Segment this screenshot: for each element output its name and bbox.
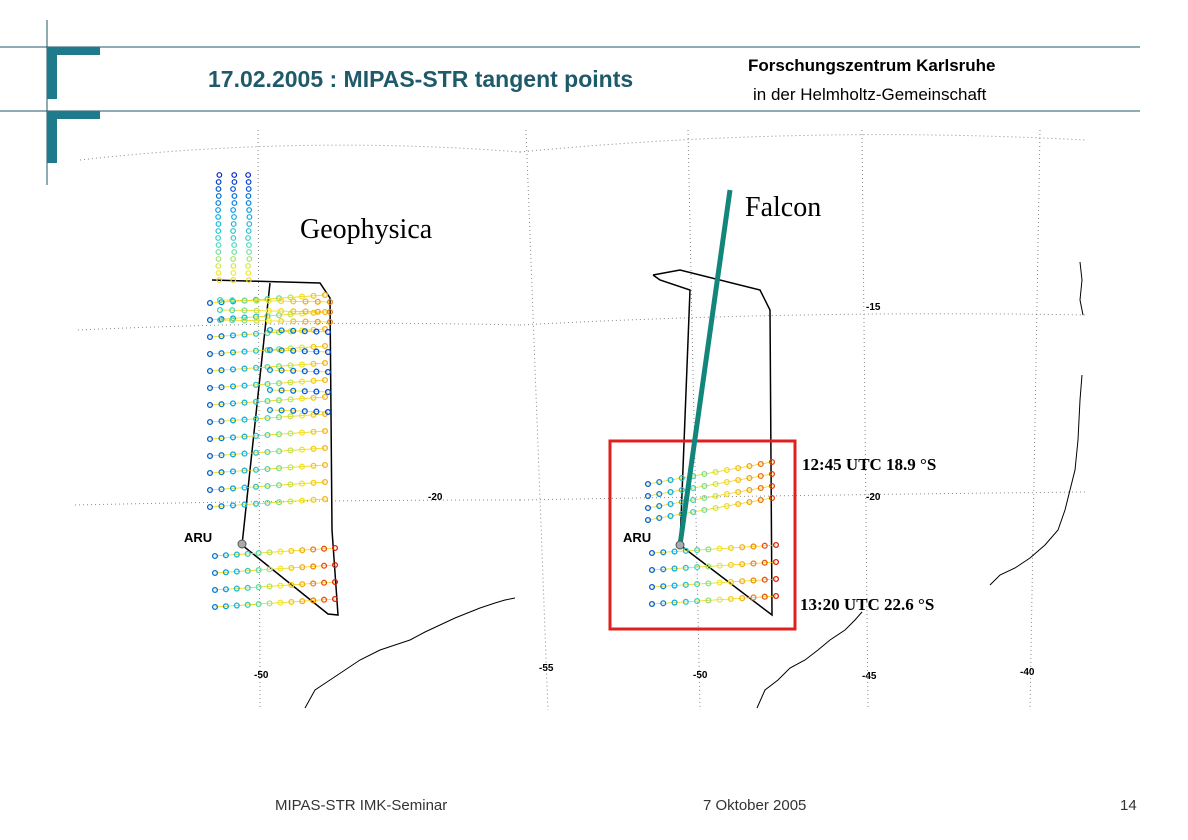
- tangent-point: [246, 271, 251, 276]
- tangent-point: [246, 264, 251, 269]
- annotation-end-time: 13:20 UTC 22.6 °S: [800, 595, 934, 615]
- tangent-point: [232, 173, 237, 178]
- tangent-point: [246, 180, 251, 185]
- tangent-point: [246, 201, 251, 206]
- tangent-point: [216, 257, 221, 262]
- scan-line: [215, 582, 335, 590]
- tangent-point: [216, 201, 221, 206]
- coastline: [305, 262, 1083, 708]
- scan-line: [652, 596, 776, 604]
- tangent-point: [216, 229, 221, 234]
- tangent-point: [247, 250, 252, 255]
- aru-label-right: ARU: [623, 530, 651, 545]
- tangent-point: [232, 215, 237, 220]
- tangent-point: [231, 208, 236, 213]
- tangent-point: [216, 215, 221, 220]
- tangent-point: [217, 173, 222, 178]
- lon-tick-right-40: -40: [1020, 667, 1034, 678]
- lon-tick-right-45: -45: [862, 671, 876, 682]
- footer-date: 7 Oktober 2005: [703, 797, 806, 814]
- falcon-tangent-points: [646, 460, 779, 607]
- tangent-point: [231, 271, 236, 276]
- tangent-point: [231, 187, 236, 192]
- lat-tick-right-15: -15: [866, 302, 880, 313]
- lon-tick-left-50: -50: [254, 670, 268, 681]
- scan-line: [652, 579, 776, 587]
- footer-left: MIPAS-STR IMK-Seminar: [275, 797, 447, 814]
- lat-tick-right-20: -20: [866, 492, 880, 503]
- scan-line: [652, 562, 776, 570]
- scan-line: [652, 545, 776, 553]
- tangent-point: [232, 243, 237, 248]
- falcon-label: Falcon: [745, 192, 821, 224]
- tangent-point: [246, 194, 251, 199]
- tangent-point: [232, 180, 237, 185]
- aru-marker-right: [676, 541, 684, 549]
- tangent-point: [246, 236, 251, 241]
- tangent-point: [216, 208, 221, 213]
- tangent-point: [247, 215, 252, 220]
- tangent-point: [246, 187, 251, 192]
- tangent-point: [247, 257, 252, 262]
- tangent-point: [231, 236, 236, 241]
- aru-label-left: ARU: [184, 530, 212, 545]
- tangent-point: [216, 250, 221, 255]
- tangent-point: [231, 222, 236, 227]
- scan-line: [648, 474, 772, 496]
- scan-line: [648, 462, 772, 484]
- annotation-start-time: 12:45 UTC 18.9 °S: [802, 455, 936, 475]
- lon-tick-right-50: -50: [693, 670, 707, 681]
- tangent-point: [231, 264, 236, 269]
- tangent-point: [246, 173, 251, 178]
- tangent-point: [247, 243, 252, 248]
- tangent-point: [232, 250, 237, 255]
- tangent-point: [231, 257, 236, 262]
- tangent-point: [216, 236, 221, 241]
- tangent-point: [247, 222, 252, 227]
- scan-line: [220, 320, 330, 322]
- left-map-graticule: [75, 130, 520, 710]
- lon-tick-right-55: -55: [539, 663, 553, 674]
- scan-line: [648, 486, 772, 508]
- tangent-point: [232, 194, 237, 199]
- tangent-point: [216, 187, 221, 192]
- tangent-point: [232, 201, 237, 206]
- tangent-point: [246, 229, 251, 234]
- scan-line: [215, 548, 335, 556]
- page-number: 14: [1120, 797, 1137, 814]
- tangent-point: [216, 222, 221, 227]
- tangent-point: [247, 208, 252, 213]
- tangent-point: [231, 229, 236, 234]
- geophysica-label: Geophysica: [300, 214, 432, 246]
- tangent-point: [216, 180, 221, 185]
- tangent-point: [216, 271, 221, 276]
- tangent-point: [216, 194, 221, 199]
- tangent-point: [216, 243, 221, 248]
- map-figure: [0, 0, 1188, 760]
- aru-marker-left: [238, 540, 246, 548]
- lat-tick-left-20: -20: [428, 492, 442, 503]
- scan-line: [648, 498, 772, 520]
- tangent-point: [216, 264, 221, 269]
